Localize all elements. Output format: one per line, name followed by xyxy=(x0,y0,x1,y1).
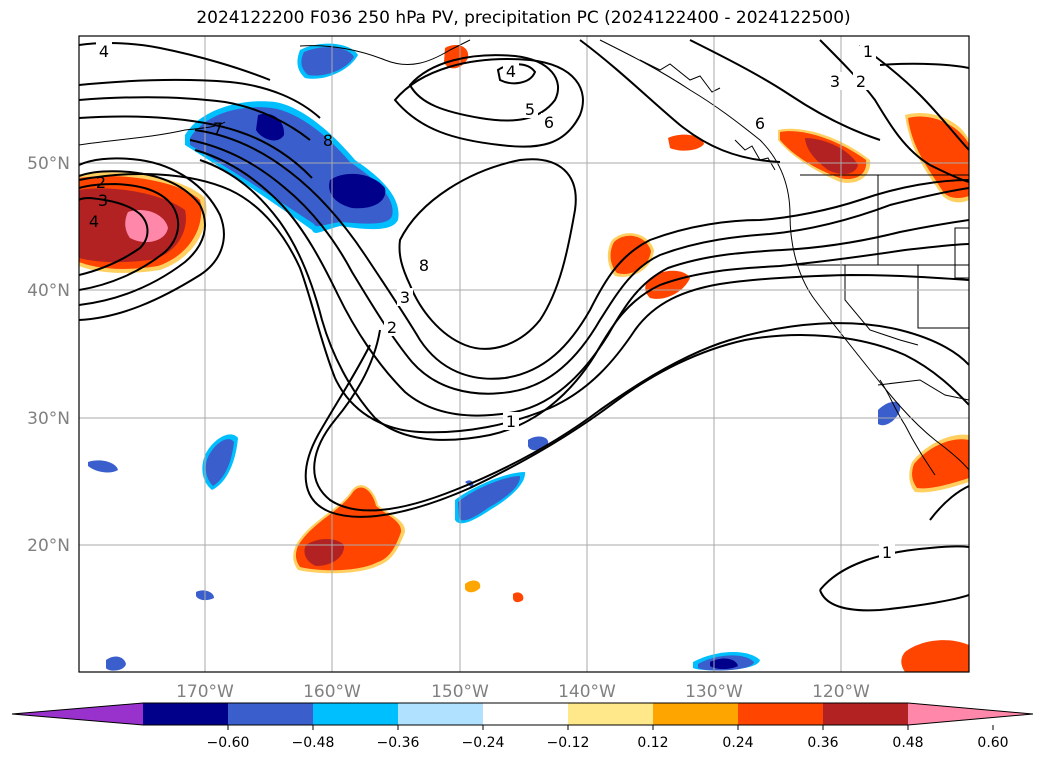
pv-label-2-west: 2 xyxy=(96,173,106,192)
colorbar-segment xyxy=(483,703,568,725)
colorbar-tick-label: −0.60 xyxy=(207,735,250,751)
colorbar-segment xyxy=(823,703,908,725)
precip-negative-west-small xyxy=(88,460,118,473)
lat-label: 20°N xyxy=(27,536,70,556)
pv-contours xyxy=(79,39,969,612)
precip-positive-se xyxy=(901,640,969,672)
lon-label: 170°W xyxy=(176,682,234,702)
lat-label: 30°N xyxy=(27,409,70,429)
colorbar-segment xyxy=(313,703,398,725)
colorbar-extend-low xyxy=(12,703,143,725)
precip-negative-jet xyxy=(185,101,399,233)
longitude-labels: 170°W 160°W 150°W 140°W 130°W 120°W xyxy=(176,682,870,702)
colorbar-segment xyxy=(568,703,653,725)
pv-label-8-trough: 8 xyxy=(419,256,429,275)
colorbar: −0.60 −0.48 −0.36 −0.24 −0.12 0.12 0.24 0.36 0.4… xyxy=(11,702,1034,751)
lon-label: 120°W xyxy=(812,682,870,702)
pv-label-1-southeast: 1 xyxy=(882,543,892,562)
pv-label-4-west: 4 xyxy=(89,212,99,231)
colorbar-tick-label: 0.60 xyxy=(977,735,1008,751)
colorbar-outline xyxy=(11,702,1034,726)
pv-label-3-west: 3 xyxy=(98,191,108,210)
colorbar-segment xyxy=(653,703,738,725)
lat-label: 50°N xyxy=(27,154,70,174)
precip-positive-north xyxy=(444,45,469,69)
pv-label-2-trough: 2 xyxy=(387,318,397,337)
pv-contour-labels: 4 4 5 6 6 1 3 2 8 7 2 3 4 8 3 2 xyxy=(89,42,895,562)
pv-label-1-northeast: 1 xyxy=(863,42,873,61)
pv-label-6: 6 xyxy=(544,113,554,132)
gridlines xyxy=(79,36,969,672)
precip-positive-west xyxy=(79,172,207,273)
precip-positive-coast xyxy=(668,134,704,151)
colorbar-tick-label: 0.12 xyxy=(637,735,668,751)
pv-label-2-northeast: 2 xyxy=(856,72,866,91)
colorbar-tick-label: −0.12 xyxy=(547,735,590,751)
pv-label-4-north: 4 xyxy=(506,62,516,81)
pv-label-1-central: 1 xyxy=(506,412,516,431)
colorbar-tick-label: −0.24 xyxy=(462,735,505,751)
pv-label-8-jet: 8 xyxy=(323,131,333,150)
lon-label: 160°W xyxy=(303,682,361,702)
colorbar-tick-label: −0.36 xyxy=(377,735,420,751)
pv-label-7: 7 xyxy=(213,119,223,138)
precipitation-shading xyxy=(79,43,969,672)
colorbar-tick-label: 0.36 xyxy=(807,735,838,751)
colorbar-segment xyxy=(738,703,823,725)
latitude-labels: 50°N 40°N 30°N 20°N xyxy=(27,154,70,556)
lat-label: 40°N xyxy=(27,281,70,301)
pv-label-3-trough: 3 xyxy=(400,288,410,307)
precip-positive-133w xyxy=(645,270,690,299)
colorbar-extend-high xyxy=(908,703,1033,725)
colorbar-tick-label: 0.48 xyxy=(892,735,923,751)
map-title: 2024122200 F036 250 hPa PV, precipitatio… xyxy=(196,8,851,28)
colorbar-tick-label: 0.24 xyxy=(722,735,753,751)
lon-label: 150°W xyxy=(431,682,489,702)
pv-label-6-coast: 6 xyxy=(755,114,765,133)
colorbar-segment xyxy=(228,703,313,725)
pv-label-5: 5 xyxy=(525,100,535,119)
colorbar-segment xyxy=(398,703,483,725)
pv-label-4-northwest: 4 xyxy=(99,42,109,61)
political-borders xyxy=(790,174,969,401)
colorbar-tick-label: −0.48 xyxy=(292,735,335,751)
precip-negative-sw xyxy=(106,656,126,671)
lon-label: 130°W xyxy=(685,682,743,702)
colorbar-segment xyxy=(143,703,228,725)
lon-label: 140°W xyxy=(558,682,616,702)
pv-label-3-northeast: 3 xyxy=(830,72,840,91)
map-frame xyxy=(78,35,970,673)
